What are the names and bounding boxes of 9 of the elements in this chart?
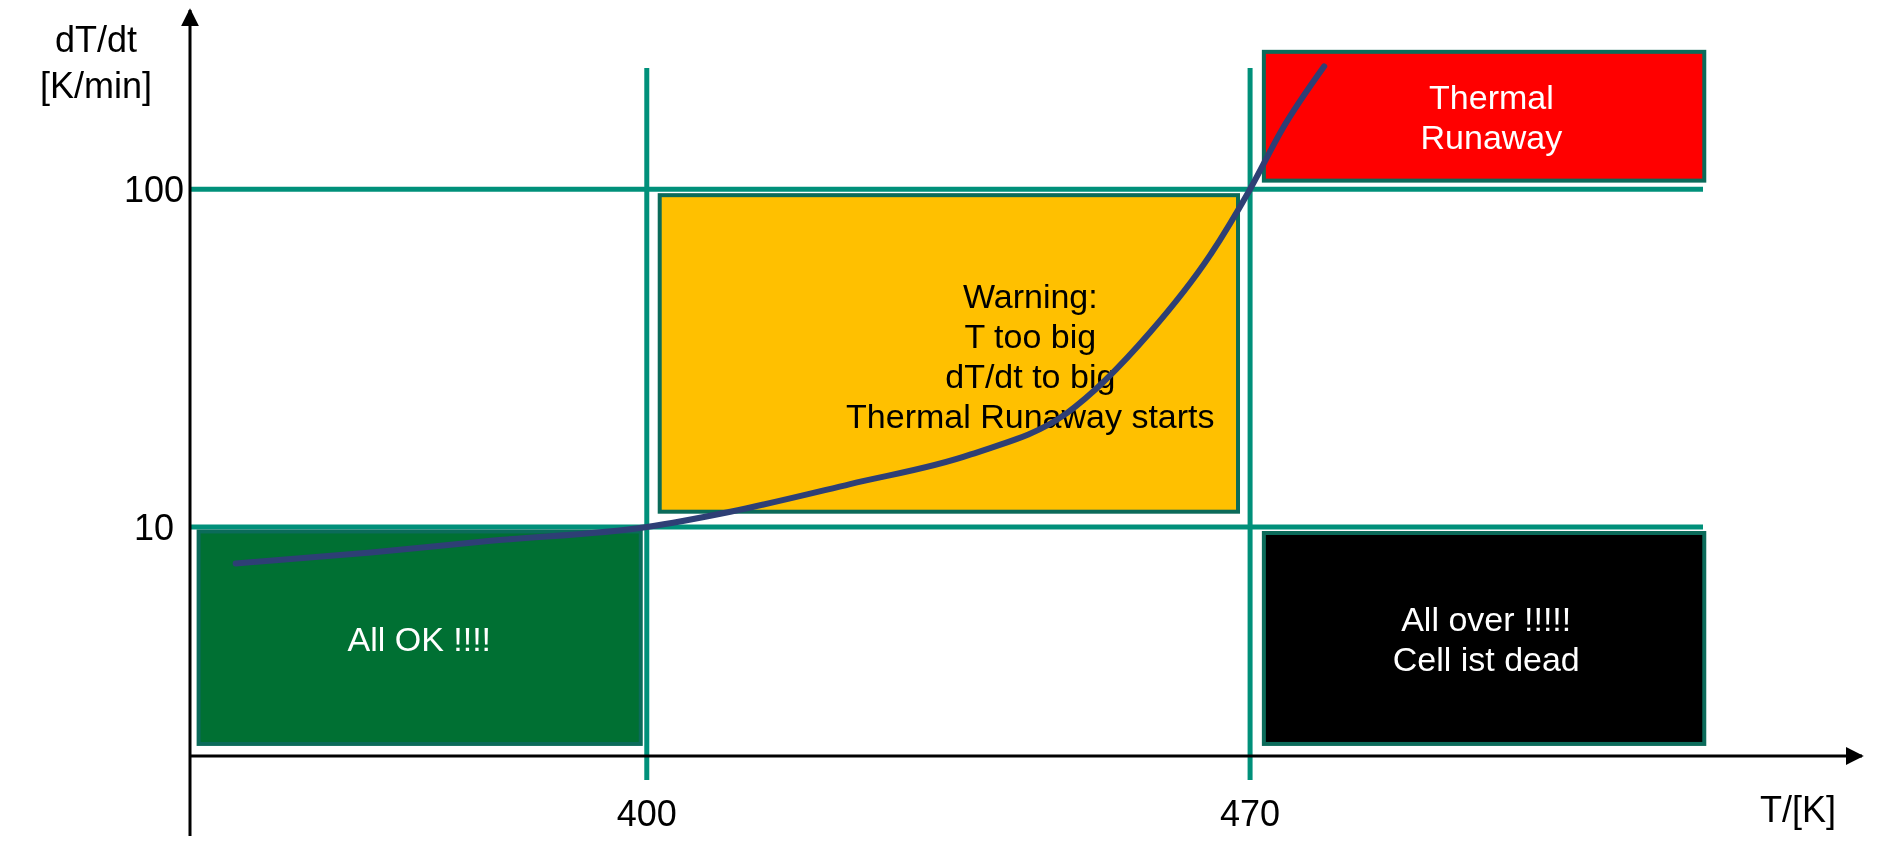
y-tick-label: 10 (133, 507, 175, 549)
x-axis-title: T/[K] (1759, 789, 1837, 830)
annotation: Thermal Runaway (1420, 78, 1563, 157)
y-axis-title: dT/dt [K/min] (39, 19, 153, 106)
y-tick-label: 100 (123, 169, 185, 211)
annotation: All OK !!!! (347, 620, 492, 659)
x-tick-label: 400 (616, 793, 677, 834)
x-tick-label: 470 (1220, 793, 1281, 834)
annotation: All over !!!!! Cell ist dead (1392, 600, 1580, 679)
